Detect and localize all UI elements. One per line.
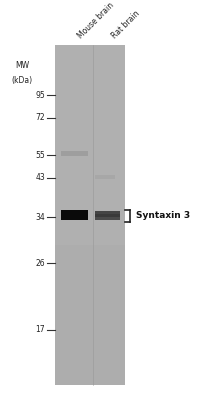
Text: Syntaxin 3: Syntaxin 3 (135, 212, 189, 220)
Text: 72: 72 (35, 114, 45, 122)
Bar (55, 245, 124, 385)
Bar (61, 210, 87, 220)
Bar (95, 214, 119, 217)
Text: 34: 34 (35, 212, 45, 222)
Text: 26: 26 (35, 258, 45, 268)
Bar (95, 211, 119, 214)
Text: Rat brain: Rat brain (109, 8, 141, 40)
Text: 55: 55 (35, 150, 45, 160)
Text: (kDa): (kDa) (11, 76, 32, 84)
Text: 43: 43 (35, 174, 45, 182)
Bar (61, 151, 87, 156)
Text: MW: MW (15, 60, 29, 70)
Text: 17: 17 (35, 326, 45, 334)
Bar (95, 217, 119, 220)
Text: 95: 95 (35, 90, 45, 100)
Text: Mouse brain: Mouse brain (76, 0, 115, 40)
Bar (55, 45, 124, 385)
Bar (95, 175, 115, 179)
